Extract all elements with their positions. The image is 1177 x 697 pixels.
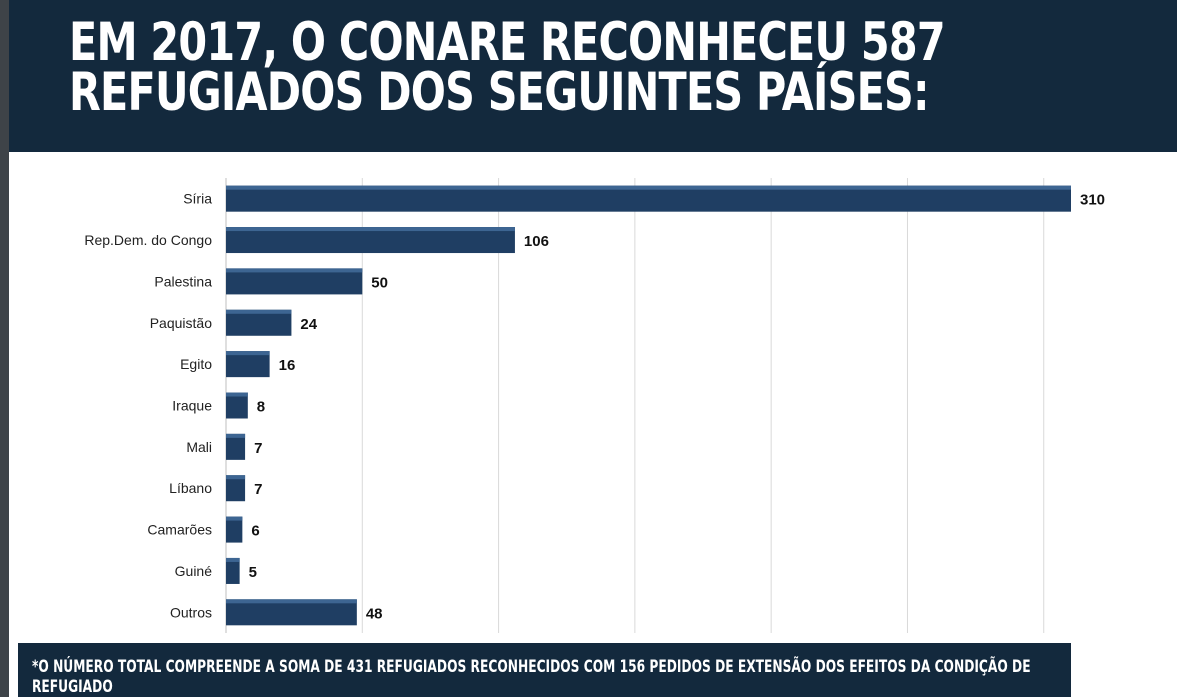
bar [226,309,292,336]
value-label: 50 [371,274,388,291]
bar-highlight [226,185,1071,190]
category-label: Rep.Dem. do Congo [84,232,212,248]
category-label: Outros [170,604,212,620]
value-label: 7 [254,481,262,498]
category-label: Líbano [169,480,212,496]
category-label: Paquistão [150,315,212,331]
value-label: 6 [251,523,259,540]
value-label: 16 [279,357,296,374]
category-label: Camarões [147,522,212,538]
category-label: Mali [186,439,212,455]
bar [226,392,248,419]
bar-highlight [226,227,515,232]
bar [226,516,243,543]
value-label: 48 [366,605,383,622]
bar-highlight [226,392,248,397]
bar [226,351,270,378]
bar-chart-svg: Síria 310 Rep.Dem. do Congo 106 Palestina 50 P… [84,178,1105,633]
bar [226,599,357,626]
bar-highlight [226,599,357,604]
value-label: 5 [249,564,257,581]
footnote: *O NÚMERO TOTAL COMPREENDE A SOMA DE 431… [32,657,1031,697]
footer-banner: *O NÚMERO TOTAL COMPREENDE A SOMA DE 431… [18,643,1071,697]
category-label: Palestina [154,273,212,289]
bar [226,227,515,254]
bar [226,433,246,460]
left-border [0,0,9,697]
bar [226,475,246,502]
bar-highlight [226,516,243,521]
category-label: Iraque [172,398,212,414]
header-banner: EM 2017, O CONARE RECONHECEU 587 REFUGIA… [9,0,1177,152]
value-label: 7 [254,440,262,457]
bar-highlight [226,351,270,356]
category-label: Guiné [175,563,213,579]
value-label: 24 [300,316,317,333]
bar-highlight [226,557,240,562]
bar [226,557,240,584]
bar-highlight [226,309,292,314]
bar-highlight [226,268,363,273]
category-label: Egito [180,356,212,372]
bar [226,268,363,295]
bar-highlight [226,433,246,438]
value-label: 106 [524,233,549,250]
category-label: Síria [183,191,212,207]
bar-highlight [226,475,246,480]
bar [226,185,1071,212]
value-label: 8 [257,399,265,416]
value-label: 310 [1080,192,1105,209]
page-title: EM 2017, O CONARE RECONHECEU 587 REFUGIA… [69,12,946,123]
bar-chart: Síria 310 Rep.Dem. do Congo 106 Palestina 50 P… [0,168,1177,638]
